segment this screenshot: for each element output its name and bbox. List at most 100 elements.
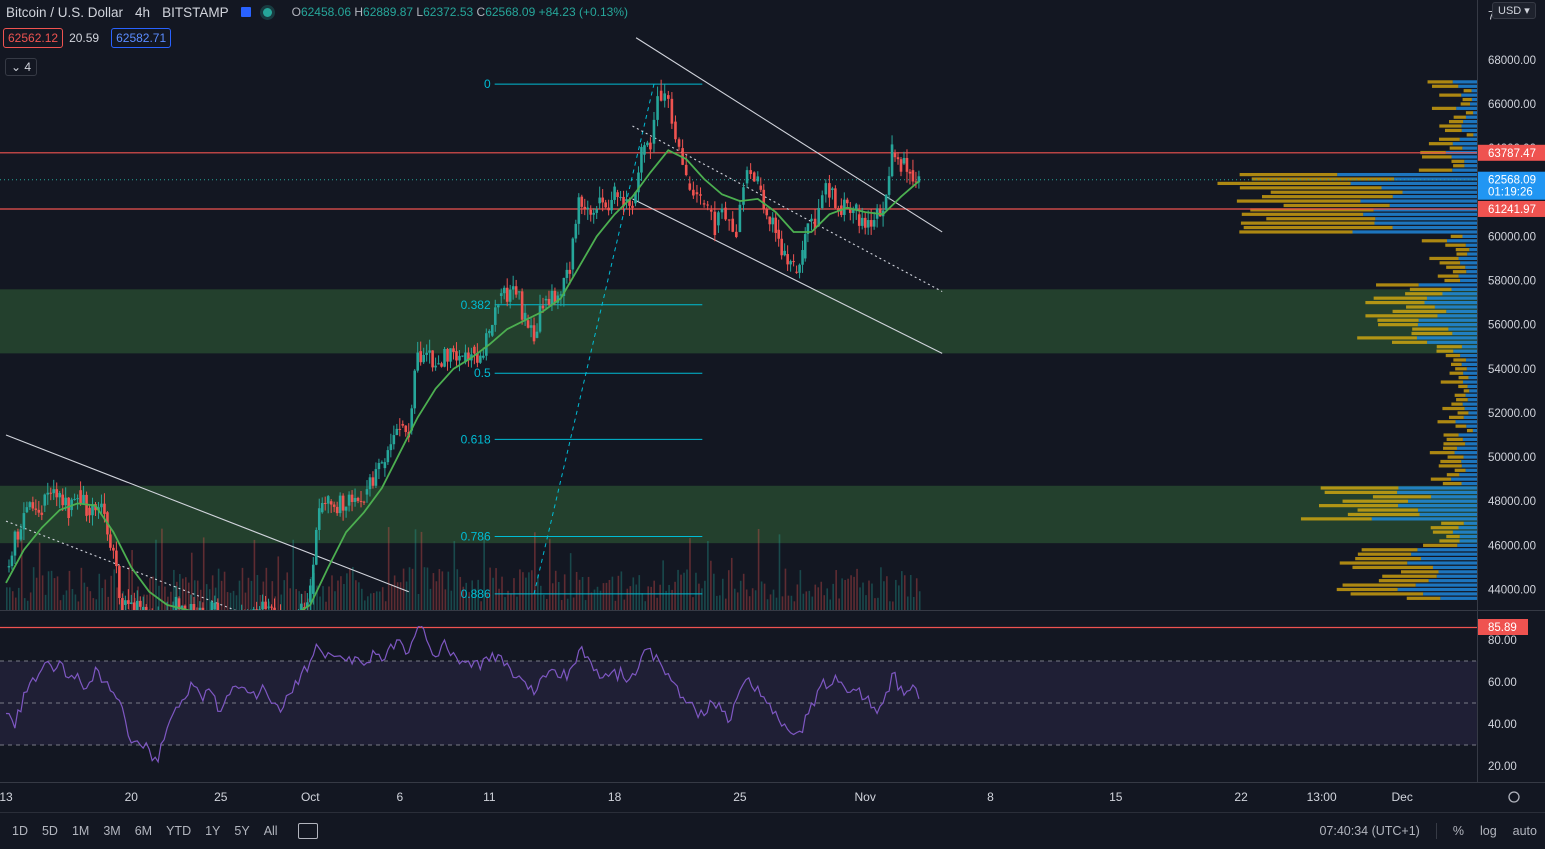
volume-bar [149, 578, 151, 610]
log-toggle[interactable]: log [1479, 824, 1497, 838]
rsi-line[interactable] [5, 625, 920, 764]
volume-bar [29, 592, 32, 610]
candle-body [255, 609, 258, 610]
vp-bar-down [1441, 521, 1464, 525]
bid-price[interactable]: 62562.12 [3, 28, 64, 48]
trend-channel-line[interactable] [632, 125, 943, 293]
volume-bar [235, 595, 238, 610]
vp-bar-up [1442, 292, 1477, 296]
timeframe-5d[interactable]: 5D [41, 824, 58, 838]
vp-bar-up [1337, 172, 1477, 177]
main-pane[interactable]: 0 0.382 0.5 0.618 0.786 0.886 [0, 37, 1477, 643]
candle-body [674, 121, 677, 140]
volume-bar [173, 569, 175, 610]
vp-bar-down [1365, 300, 1425, 305]
percent-toggle[interactable]: % [1452, 824, 1464, 838]
vp-bar-down [1439, 124, 1462, 128]
interval-label[interactable]: 4h [135, 4, 151, 20]
timeframe-6m[interactable]: 6M [134, 824, 153, 838]
auto-toggle[interactable]: auto [1512, 824, 1537, 838]
indicators-collapse-button[interactable]: ⌄ 4 [5, 58, 38, 76]
volume-bar [563, 574, 566, 610]
volume-bar [223, 571, 226, 610]
vp-bar-down [1453, 164, 1465, 168]
volume-bar [328, 586, 330, 610]
date-range-icon[interactable] [297, 823, 318, 839]
vp-bar-up [1350, 181, 1477, 186]
volume-bar [83, 582, 86, 610]
trend-channel-line[interactable] [5, 520, 239, 611]
chart-legend: Bitcoin / U.S. Dollar 4h BITSTAMP O62458… [6, 3, 628, 21]
volume-bar [262, 581, 265, 610]
vp-bar-down [1440, 459, 1462, 464]
trend-channel-line[interactable] [632, 198, 943, 354]
volume-bar [280, 594, 283, 610]
settings-gear-icon[interactable] [1508, 791, 1520, 803]
vp-bar-down [1438, 464, 1462, 468]
candle-body [144, 606, 148, 610]
price-axis-label: 62568.09 [1488, 175, 1536, 187]
volume-bar [301, 594, 303, 610]
timeframe-ytd[interactable]: YTD [166, 824, 192, 838]
vp-bar-up [1455, 420, 1477, 424]
vp-bar-down [1422, 155, 1452, 159]
volume-bar [653, 580, 655, 610]
trend-channel-line[interactable] [5, 434, 409, 593]
volume-bar [62, 594, 65, 610]
vp-bar-up [1461, 93, 1477, 97]
moving-average-line[interactable] [5, 149, 920, 618]
timeframe-5y[interactable]: 5Y [234, 824, 250, 838]
volume-bar [217, 568, 220, 610]
volume-bar [462, 586, 465, 610]
timeframe-1d[interactable]: 1D [12, 824, 28, 838]
bar-countdown-label: 01:19:26 [1488, 187, 1533, 199]
candle-body [817, 207, 820, 226]
vp-bar-down [1451, 402, 1463, 406]
vp-bar-down [1239, 172, 1338, 177]
candle-body [917, 176, 921, 183]
rsi-axis-label-box[interactable] [1478, 619, 1528, 635]
timeframe-all[interactable]: All [263, 824, 278, 838]
volume-bar [164, 586, 166, 610]
trend-channel-line[interactable] [635, 37, 943, 233]
volume-bar [17, 587, 20, 610]
volume-bar [50, 570, 53, 610]
volume-bar [736, 592, 739, 610]
volume-bar [104, 579, 107, 610]
timeframe-3m[interactable]: 3M [103, 824, 121, 838]
support-zone[interactable] [0, 289, 1477, 354]
candle-body [311, 564, 315, 594]
vp-bar-down [1217, 181, 1351, 186]
support-zone[interactable] [0, 485, 1477, 544]
vp-bar-down [1447, 455, 1464, 459]
open-label: O [291, 5, 301, 19]
vp-bar-up [1389, 203, 1477, 208]
volume-bar [432, 573, 435, 610]
price-axis-label-box[interactable] [1478, 200, 1545, 217]
vp-bar-up [1451, 477, 1477, 481]
rsi-pane[interactable] [0, 625, 1477, 764]
symbol-name[interactable]: Bitcoin / U.S. Dollar [6, 4, 124, 20]
vp-bar-up [1418, 283, 1477, 287]
candle-body [446, 349, 449, 362]
vp-bar-down [1365, 314, 1438, 318]
candle-body [562, 277, 566, 296]
timeframe-1y[interactable]: 1Y [205, 824, 221, 838]
price-axis-label-box[interactable] [1478, 171, 1545, 200]
candle-body [622, 196, 625, 207]
timeframe-1m[interactable]: 1M [71, 824, 90, 838]
candle-body [795, 271, 798, 273]
currency-selector[interactable]: USD ▾ [1492, 2, 1536, 19]
volume-bar [683, 572, 685, 610]
candle-body [344, 506, 348, 511]
volume-bar [704, 580, 706, 610]
candle-body [568, 269, 572, 274]
vp-bar-down [1449, 146, 1463, 150]
ask-price[interactable]: 62582.71 [111, 28, 172, 48]
flag-icon[interactable] [240, 7, 251, 17]
fib-retracement[interactable]: 0 0.382 0.5 0.618 0.786 0.886 [461, 77, 703, 601]
price-axis-label-box[interactable] [1478, 144, 1545, 161]
clock[interactable]: 07:40:34 (UTC+1) [1319, 824, 1420, 838]
vp-bar-down [1454, 393, 1466, 397]
